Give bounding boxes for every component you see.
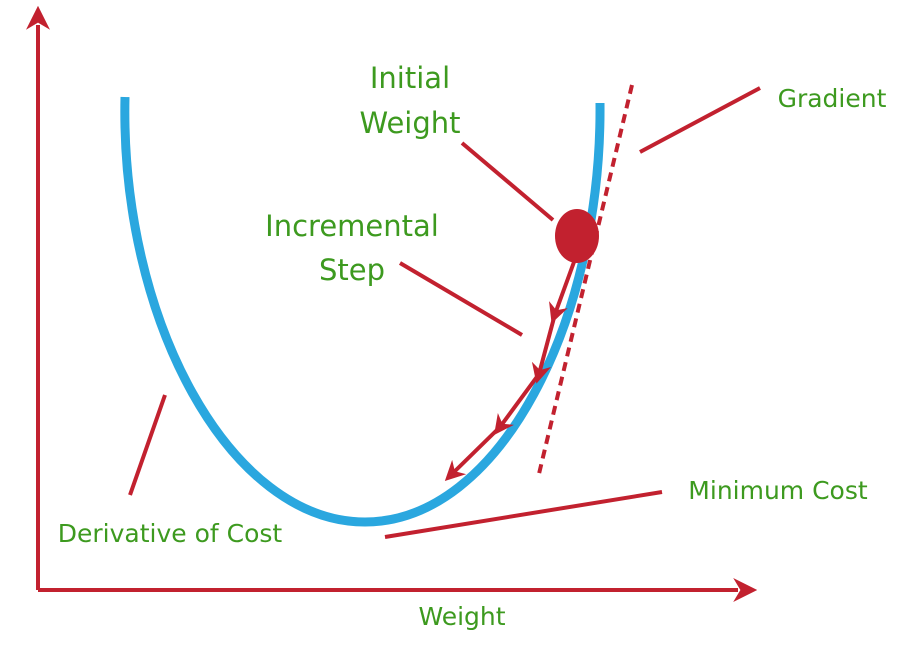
incremental-steps [444, 261, 576, 481]
label-incremental-step: Step [319, 253, 385, 287]
step-arrow [549, 261, 576, 324]
initial-point [555, 209, 599, 263]
step-arrow [494, 372, 541, 436]
label-initial-weight: Weight [359, 106, 460, 140]
leader-line [460, 141, 555, 222]
label-minimum-cost: Minimum Cost [688, 476, 868, 505]
label-initial-weight: Initial [370, 61, 450, 95]
label-derivative: Derivative of Cost [58, 519, 283, 548]
leader-line [384, 490, 663, 539]
leader-line [128, 394, 167, 496]
label-gradient: Gradient [778, 84, 887, 113]
step-arrow [444, 425, 502, 481]
leader-line [639, 86, 761, 154]
leader-line [398, 261, 524, 337]
step-arrow [531, 313, 557, 384]
cost-curve [120, 96, 605, 527]
x-axis-label: Weight [418, 602, 505, 631]
gradient-line [536, 84, 634, 479]
label-incremental-step: Incremental [265, 209, 439, 243]
